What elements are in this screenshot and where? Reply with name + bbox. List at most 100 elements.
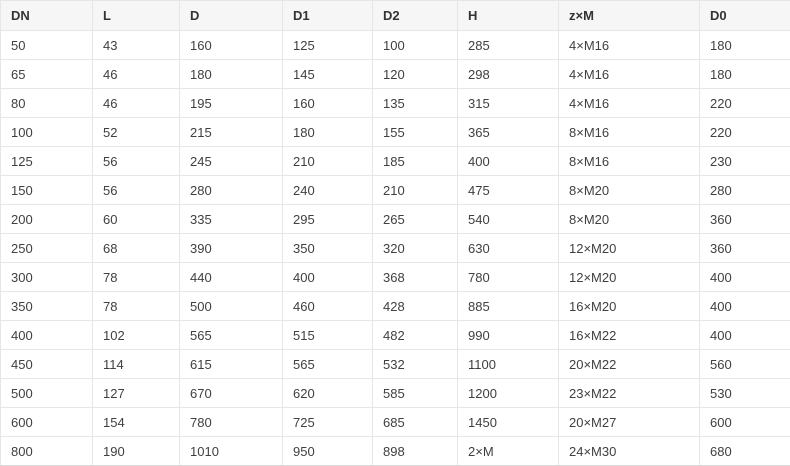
table-cell: 200 [1,205,93,234]
table-cell: 210 [283,147,373,176]
table-cell: 600 [700,408,790,437]
table-cell: 102 [93,321,180,350]
table-cell: 530 [700,379,790,408]
column-header-d: D [180,1,283,31]
table-cell: 365 [458,118,559,147]
table-cell: 190 [93,437,180,466]
table-cell: 265 [373,205,458,234]
table-cell: 300 [1,263,93,292]
table-cell: 120 [373,60,458,89]
table-cell: 46 [93,60,180,89]
table-cell: 440 [180,263,283,292]
table-cell: 670 [180,379,283,408]
table-cell: 46 [93,89,180,118]
table-cell: 24×M30 [559,437,700,466]
table-cell: 125 [283,31,373,60]
table-cell: 560 [700,350,790,379]
table-cell: 145 [283,60,373,89]
table-cell: 460 [283,292,373,321]
table-cell: 320 [373,234,458,263]
column-header-d1: D1 [283,1,373,31]
table-cell: 155 [373,118,458,147]
table-cell: 1200 [458,379,559,408]
table-cell: 52 [93,118,180,147]
table-cell: 135 [373,89,458,118]
table-cell: 180 [700,31,790,60]
table-cell: 160 [283,89,373,118]
table-cell: 195 [180,89,283,118]
table-cell: 400 [700,292,790,321]
table-cell: 56 [93,147,180,176]
table-cell: 540 [458,205,559,234]
table-cell: 220 [700,118,790,147]
table-cell: 8×M20 [559,205,700,234]
table-cell: 240 [283,176,373,205]
table-cell: 100 [373,31,458,60]
column-header-z-m: z×M [559,1,700,31]
table-cell: 285 [458,31,559,60]
table-cell: 585 [373,379,458,408]
table-cell: 685 [373,408,458,437]
table-cell: 475 [458,176,559,205]
table-cell: 565 [180,321,283,350]
table-cell: 360 [700,234,790,263]
table-cell: 68 [93,234,180,263]
table-cell: 350 [283,234,373,263]
table-cell: 725 [283,408,373,437]
table-cell: 154 [93,408,180,437]
table-cell: 780 [458,263,559,292]
table-cell: 680 [700,437,790,466]
table-cell: 280 [180,176,283,205]
table-cell: 500 [180,292,283,321]
table-cell: 482 [373,321,458,350]
table-cell: 885 [458,292,559,321]
table-cell: 125 [1,147,93,176]
table-cell: 12×M20 [559,263,700,292]
table-cell: 56 [93,176,180,205]
table-cell: 400 [1,321,93,350]
table-cell: 1010 [180,437,283,466]
table-cell: 245 [180,147,283,176]
table-cell: 1450 [458,408,559,437]
table-cell: 565 [283,350,373,379]
table-cell: 20×M22 [559,350,700,379]
table-cell: 185 [373,147,458,176]
table-cell: 400 [700,321,790,350]
table-cell: 114 [93,350,180,379]
column-header-dn: DN [1,1,93,31]
table-cell: 428 [373,292,458,321]
column-header-h: H [458,1,559,31]
table-cell: 898 [373,437,458,466]
table-cell: 950 [283,437,373,466]
table-cell: 8×M16 [559,147,700,176]
table-cell: 16×M20 [559,292,700,321]
table-cell: 230 [700,147,790,176]
table-cell: 990 [458,321,559,350]
table-cell: 400 [283,263,373,292]
table-cell: 532 [373,350,458,379]
table-cell: 180 [180,60,283,89]
column-header-d2: D2 [373,1,458,31]
table-cell: 180 [283,118,373,147]
table-cell: 4×M16 [559,89,700,118]
table-cell: 50 [1,31,93,60]
table-cell: 368 [373,263,458,292]
table-cell: 43 [93,31,180,60]
table-cell: 2×M [458,437,559,466]
table-cell: 80 [1,89,93,118]
table-cell: 60 [93,205,180,234]
table-cell: 298 [458,60,559,89]
